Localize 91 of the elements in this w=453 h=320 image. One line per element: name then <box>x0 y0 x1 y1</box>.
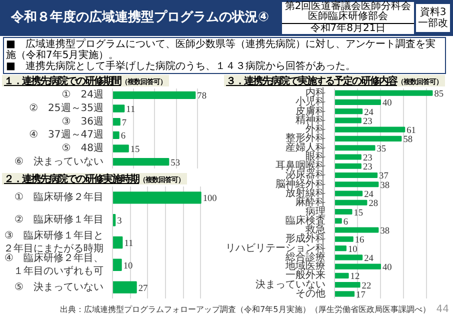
y-tick-label: ① 臨床研修２年目 <box>14 191 104 204</box>
text: 令和８年度の広域連携型プログラムの状況④ <box>10 8 270 27</box>
bar <box>334 182 379 188</box>
data-label: 7 <box>122 118 127 128</box>
data-label: 38 <box>380 180 390 191</box>
data-label: 27 <box>138 284 148 294</box>
y-tick-label: 一般外来 <box>286 269 326 282</box>
y-tick-label: ⑥ 決まっていない <box>14 155 104 168</box>
bar <box>334 246 346 252</box>
text: 医師臨床研修部会 <box>308 11 388 22</box>
bar <box>112 236 123 249</box>
data-label: 40 <box>382 98 392 109</box>
data-label: 16 <box>354 236 365 246</box>
bar <box>334 254 363 260</box>
bar <box>112 144 129 152</box>
data-label: 24 <box>364 190 374 200</box>
bar <box>334 163 362 169</box>
data-label: 78 <box>197 92 207 102</box>
y-tick-label: ② 臨床研修１年目 <box>14 214 104 226</box>
data-label: 40 <box>382 263 392 274</box>
bar <box>334 108 363 114</box>
data-label: 3 <box>117 216 122 227</box>
bar <box>334 145 376 151</box>
bar <box>334 264 381 270</box>
text: 資料3 <box>420 7 446 18</box>
y-tick-label: ④ 臨床研修２年目、１年目のいずれも可 <box>4 252 104 277</box>
y-tick-label: ③ 36週 <box>62 116 104 128</box>
chart-title: ３．連携先病院で実施する予定の研修内容 <box>226 76 397 87</box>
bar <box>334 126 406 132</box>
text: ■ 広域連携型プログラムについて、医師少数県等（連携先病院）に対し、アンケート調査を実施（令和7年5月実施）。 <box>6 39 436 61</box>
data-label: 6 <box>120 132 126 142</box>
data-label: 35 <box>376 144 386 154</box>
data-label: 10 <box>123 261 133 272</box>
text: 44 <box>436 304 450 316</box>
bar <box>334 172 378 178</box>
data-label: 28 <box>368 199 378 210</box>
bar <box>112 258 122 271</box>
data-label: 15 <box>354 208 364 218</box>
data-label: 24 <box>364 108 374 118</box>
bar <box>334 200 368 206</box>
data-label: 23 <box>362 116 373 127</box>
data-label: 15 <box>130 145 140 155</box>
y-tick-label: 総合診療 <box>284 250 326 263</box>
bar <box>334 208 352 215</box>
data-label: 23 <box>362 153 373 164</box>
bar <box>334 291 355 297</box>
data-label: 12 <box>350 272 360 282</box>
data-label: 58 <box>403 135 413 146</box>
bar <box>112 91 196 99</box>
bar <box>334 282 360 288</box>
data-label: 37 <box>379 172 389 182</box>
data-label: 53 <box>170 158 180 168</box>
data-label: 24 <box>364 254 374 264</box>
data-label: 10 <box>348 244 358 255</box>
text: ■ 連携先病院として手挙げした病院のうち、１４３病院から回答があった。 <box>6 61 356 72</box>
bar <box>334 236 354 242</box>
data-label: 17 <box>356 290 366 300</box>
y-tick-label: ② 25週～35週 <box>29 103 104 114</box>
bar <box>112 281 137 294</box>
bar <box>334 136 402 142</box>
data-label: 11 <box>126 105 136 115</box>
source-note: 出典：広域連携型プログラムフォローアップ調査（令和7年5月実施）（厚生労働省医政局医事課調べ） <box>59 304 432 316</box>
bar <box>334 227 379 233</box>
data-label: 100 <box>202 194 218 204</box>
bar <box>112 104 125 112</box>
y-tick-label: ④ 37週～47週 <box>29 130 104 141</box>
bar <box>112 192 202 204</box>
y-tick-label: ⑤ 48週 <box>62 143 104 154</box>
y-tick-label: ⑤ 決まっていない <box>14 280 104 293</box>
data-label: 61 <box>406 126 416 136</box>
bar <box>112 118 120 126</box>
text: 一部改 <box>418 18 448 29</box>
text: 第2回医道審議会医師分科会 <box>284 0 412 12</box>
data-label: 6 <box>343 217 348 228</box>
data-label: 38 <box>380 226 390 237</box>
bar <box>334 118 362 124</box>
data-label: 11 <box>124 239 134 249</box>
bar <box>334 99 381 105</box>
data-label: 23 <box>362 162 373 173</box>
bar <box>112 131 120 139</box>
bar <box>334 218 342 224</box>
bar <box>334 190 363 196</box>
bar <box>334 154 362 160</box>
chart-title: １．連携先病院での研修期間 <box>4 76 121 87</box>
bar <box>112 158 170 166</box>
y-tick-label: ① 24週 <box>62 90 104 101</box>
y-tick-label: 放射線科 <box>286 187 326 199</box>
chart-title: ２．連携先病院での研修実施時期 <box>4 174 139 185</box>
bar <box>334 272 349 278</box>
data-label: 22 <box>362 281 372 292</box>
data-label: 85 <box>434 90 444 100</box>
